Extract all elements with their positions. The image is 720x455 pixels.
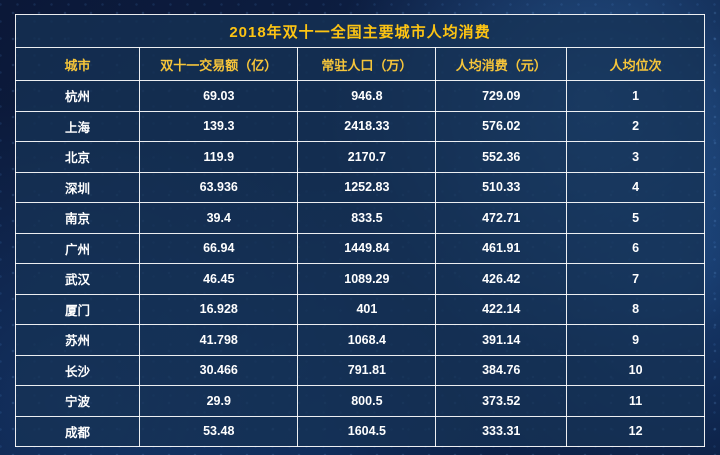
value-cell: 7 xyxy=(566,263,705,295)
value-cell: 391.14 xyxy=(435,324,568,356)
table-row: 上海 139.3 2418.33 576.02 2 xyxy=(14,110,705,142)
value-cell: 41.798 xyxy=(139,324,299,356)
value-cell: 946.8 xyxy=(297,80,437,112)
city-cell: 苏州 xyxy=(14,324,141,356)
table-row: 厦门 16.928 401 422.14 8 xyxy=(14,293,705,325)
column-header: 常驻人口（万） xyxy=(297,47,437,81)
value-cell: 6 xyxy=(566,232,705,264)
city-cell: 宁波 xyxy=(14,385,141,417)
value-cell: 472.71 xyxy=(435,202,568,234)
table-row: 深圳 63.936 1252.83 510.33 4 xyxy=(14,171,705,203)
page-title: 2018年双十一全国主要城市人均消费 xyxy=(15,14,705,48)
value-cell: 510.33 xyxy=(435,171,568,203)
table-row: 北京 119.9 2170.7 552.36 3 xyxy=(14,141,705,173)
table-row: 成都 53.48 1604.5 333.31 12 xyxy=(14,415,705,447)
city-cell: 广州 xyxy=(14,232,141,264)
value-cell: 30.466 xyxy=(139,354,299,386)
city-cell: 武汉 xyxy=(14,263,141,295)
column-header: 城市 xyxy=(14,47,141,81)
value-cell: 1089.29 xyxy=(297,263,437,295)
value-cell: 1 xyxy=(566,80,705,112)
value-cell: 5 xyxy=(566,202,705,234)
column-header: 人均位次 xyxy=(566,47,705,81)
value-cell: 66.94 xyxy=(139,232,299,264)
table-body: 杭州 69.03 946.8 729.09 1 上海 139.3 2418.33 576.02 2… xyxy=(14,80,705,447)
value-cell: 800.5 xyxy=(297,385,437,417)
value-cell: 2 xyxy=(566,110,705,142)
value-cell: 39.4 xyxy=(139,202,299,234)
value-cell: 729.09 xyxy=(435,80,568,112)
table-row: 宁波 29.9 800.5 373.52 11 xyxy=(14,385,705,417)
city-cell: 南京 xyxy=(14,202,141,234)
table-header-row: 城市 双十一交易额（亿） 常驻人口（万） 人均消费（元） 人均位次 xyxy=(14,47,705,81)
value-cell: 69.03 xyxy=(139,80,299,112)
value-cell: 791.81 xyxy=(297,354,437,386)
value-cell: 422.14 xyxy=(435,293,568,325)
value-cell: 29.9 xyxy=(139,385,299,417)
data-table: 2018年双十一全国主要城市人均消费 城市 双十一交易额（亿） 常驻人口（万） 人均消… xyxy=(14,14,705,447)
value-cell: 552.36 xyxy=(435,141,568,173)
city-cell: 长沙 xyxy=(14,354,141,386)
value-cell: 10 xyxy=(566,354,705,386)
column-header: 双十一交易额（亿） xyxy=(139,47,299,81)
city-cell: 上海 xyxy=(14,110,141,142)
value-cell: 1449.84 xyxy=(297,232,437,264)
value-cell: 8 xyxy=(566,293,705,325)
value-cell: 373.52 xyxy=(435,385,568,417)
value-cell: 2418.33 xyxy=(297,110,437,142)
title-row: 2018年双十一全国主要城市人均消费 xyxy=(15,14,705,48)
value-cell: 9 xyxy=(566,324,705,356)
value-cell: 461.91 xyxy=(435,232,568,264)
value-cell: 46.45 xyxy=(139,263,299,295)
value-cell: 426.42 xyxy=(435,263,568,295)
value-cell: 11 xyxy=(566,385,705,417)
city-cell: 杭州 xyxy=(14,80,141,112)
value-cell: 2170.7 xyxy=(297,141,437,173)
table-row: 武汉 46.45 1089.29 426.42 7 xyxy=(14,263,705,295)
value-cell: 401 xyxy=(297,293,437,325)
value-cell: 3 xyxy=(566,141,705,173)
city-cell: 北京 xyxy=(14,141,141,173)
table-row: 苏州 41.798 1068.4 391.14 9 xyxy=(14,324,705,356)
value-cell: 1068.4 xyxy=(297,324,437,356)
value-cell: 384.76 xyxy=(435,354,568,386)
value-cell: 1604.5 xyxy=(297,415,437,447)
value-cell: 139.3 xyxy=(139,110,299,142)
value-cell: 576.02 xyxy=(435,110,568,142)
value-cell: 16.928 xyxy=(139,293,299,325)
table-row: 南京 39.4 833.5 472.71 5 xyxy=(14,202,705,234)
value-cell: 12 xyxy=(566,415,705,447)
table-row: 广州 66.94 1449.84 461.91 6 xyxy=(14,232,705,264)
table-row: 杭州 69.03 946.8 729.09 1 xyxy=(14,80,705,112)
table-row: 长沙 30.466 791.81 384.76 10 xyxy=(14,354,705,386)
value-cell: 53.48 xyxy=(139,415,299,447)
city-cell: 成都 xyxy=(14,415,141,447)
value-cell: 63.936 xyxy=(139,171,299,203)
column-header: 人均消费（元） xyxy=(435,47,568,81)
value-cell: 333.31 xyxy=(435,415,568,447)
city-cell: 深圳 xyxy=(14,171,141,203)
value-cell: 1252.83 xyxy=(297,171,437,203)
value-cell: 119.9 xyxy=(139,141,299,173)
value-cell: 833.5 xyxy=(297,202,437,234)
value-cell: 4 xyxy=(566,171,705,203)
city-cell: 厦门 xyxy=(14,293,141,325)
